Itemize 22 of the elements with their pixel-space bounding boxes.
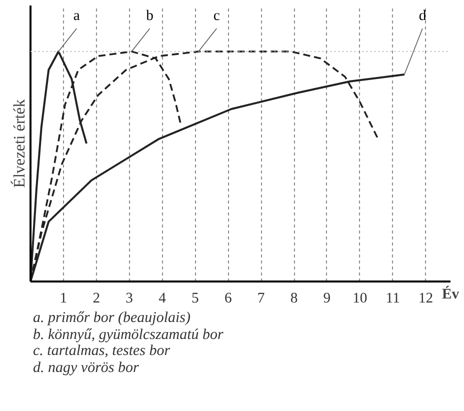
text: c. tartalmas, testes bor: [33, 343, 172, 360]
text: a: [73, 8, 80, 24]
y-axis-title: Élvezeti érték: [10, 99, 28, 188]
x-tick-label: 10: [352, 290, 368, 306]
x-tick-label: 2: [92, 290, 100, 306]
x-tick-label: 3: [126, 290, 133, 306]
x-tick-label: 5: [192, 290, 199, 306]
x-axis-title: Év: [442, 286, 460, 302]
x-tick-label: 12: [418, 290, 434, 306]
x-tick-label: 9: [323, 290, 331, 306]
text: d: [418, 8, 427, 24]
text: b: [146, 8, 154, 24]
x-tick-label: 6: [224, 290, 232, 306]
x-tick-label: 7: [257, 290, 265, 306]
x-tick-label: 4: [158, 290, 167, 306]
text: b. könnyű, gyümölcszamatú bor: [33, 326, 224, 343]
x-tick-label: 8: [290, 290, 298, 306]
x-tick-label: 1: [60, 290, 68, 306]
text: a. primőr bor (beaujolais): [33, 310, 192, 326]
series-label: c: [213, 8, 220, 24]
text: d. nagy vörös bor: [33, 360, 140, 376]
x-tick-label: 11: [386, 290, 400, 306]
